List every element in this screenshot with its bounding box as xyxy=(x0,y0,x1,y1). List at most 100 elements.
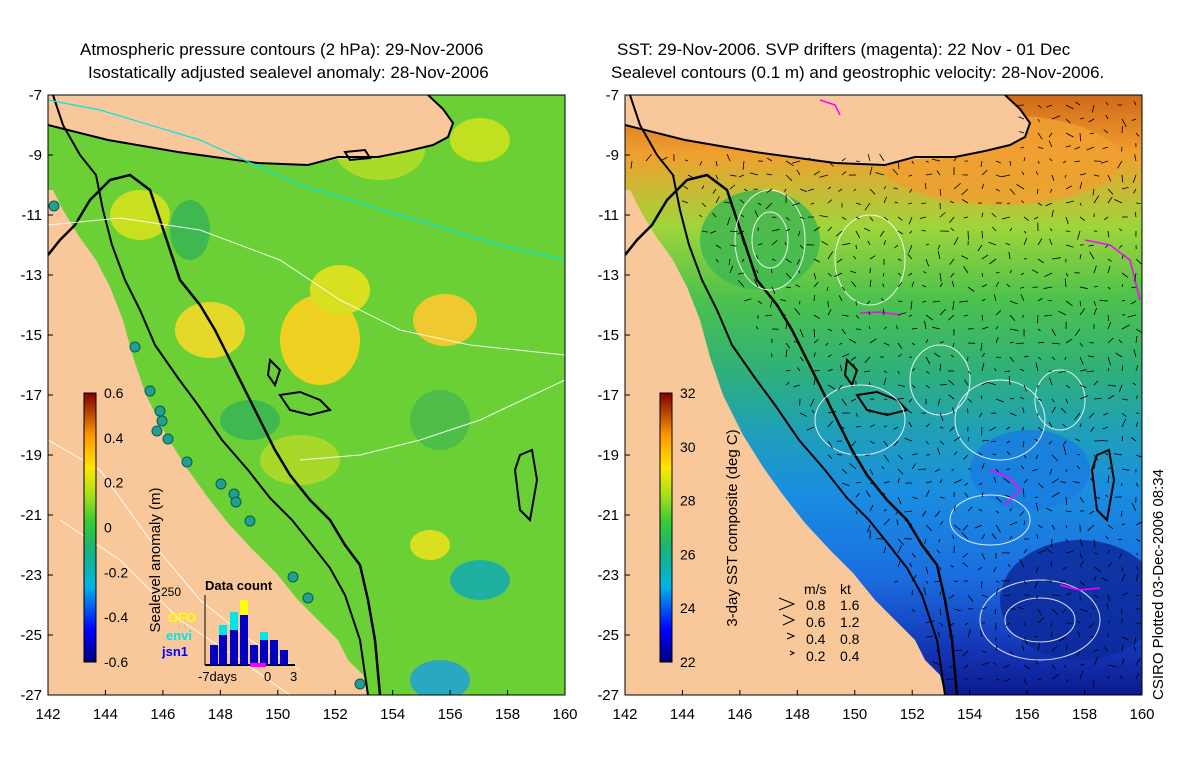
velocity-arrow xyxy=(1023,478,1029,484)
velocity-arrow xyxy=(1099,299,1109,302)
velocity-arrow xyxy=(834,272,843,277)
velocity-arrow xyxy=(769,300,773,308)
velocity-arrow xyxy=(729,184,736,190)
velocity-arrow xyxy=(855,481,861,484)
velocity-arrow xyxy=(1023,520,1026,526)
velocity-arrow xyxy=(1079,300,1082,307)
velocity-arrow xyxy=(939,440,945,445)
velocity-arrow xyxy=(937,447,941,456)
velocity-arrow xyxy=(925,489,930,498)
velocity-arrow xyxy=(992,226,997,232)
velocity-arrow xyxy=(1079,173,1086,176)
velocity-arrow xyxy=(849,338,857,344)
velocity-arrow xyxy=(995,174,1002,178)
tide-gauge-stations xyxy=(48,200,366,690)
velocity-arrow xyxy=(1089,132,1095,135)
velocity-arrow xyxy=(741,237,745,246)
velocity-arrow xyxy=(1062,440,1067,446)
velocity-arrow xyxy=(1102,146,1109,150)
velocity-arrow xyxy=(1037,482,1044,489)
velocity-arrow xyxy=(1079,132,1081,142)
velocity-arrow xyxy=(827,369,833,372)
velocity-arrow xyxy=(836,258,843,263)
velocity-arrow xyxy=(796,169,801,176)
velocity-arrow xyxy=(1050,561,1053,568)
colorbar-tick-label: 0.6 xyxy=(104,385,124,401)
velocity-arrow xyxy=(1044,314,1053,317)
velocity-arrow xyxy=(806,426,815,431)
velocity-arrow xyxy=(952,342,955,348)
inset-legend-envi: envi xyxy=(166,628,192,643)
velocity-arrow xyxy=(1121,436,1124,442)
velocity-arrow xyxy=(1023,157,1026,162)
lon-tick-label: 142 xyxy=(35,706,60,723)
velocity-arrow xyxy=(1131,286,1137,289)
speed-kt-3: 0.4 xyxy=(840,648,860,664)
velocity-arrow xyxy=(868,381,871,386)
velocity-arrow xyxy=(1135,521,1142,526)
left-title-line1: Atmospheric pressure contours (2 hPa): 2… xyxy=(80,40,484,59)
velocity-arrow xyxy=(737,272,745,275)
velocity-arrow xyxy=(1023,622,1026,626)
velocity-arrow xyxy=(799,188,808,193)
velocity-arrow xyxy=(827,420,834,428)
velocity-arrow xyxy=(1107,395,1115,400)
velocity-arrow xyxy=(953,479,963,484)
velocity-arrow xyxy=(962,552,969,558)
velocity-arrow xyxy=(897,538,905,546)
inset-xlabel-end: 3 xyxy=(290,669,297,684)
velocity-arrow xyxy=(1121,412,1127,418)
speed-ms-2: 0.4 xyxy=(806,631,826,647)
velocity-arrow xyxy=(837,384,843,391)
velocity-arrow xyxy=(709,230,717,234)
colorbar-tick-label: 24 xyxy=(680,600,696,616)
velocity-arrow xyxy=(1114,453,1123,456)
lon-tick-label: 148 xyxy=(208,706,233,723)
velocity-arrow xyxy=(911,327,918,330)
velocity-arrow xyxy=(1009,300,1018,305)
velocity-arrow xyxy=(883,240,886,246)
velocity-arrow xyxy=(1049,468,1053,475)
velocity-arrow xyxy=(1037,160,1040,164)
velocity-arrow xyxy=(841,286,846,291)
velocity-arrow xyxy=(950,354,955,358)
velocity-arrow xyxy=(907,253,913,260)
velocity-arrow xyxy=(1121,418,1127,428)
velocity-arrow xyxy=(1006,450,1011,456)
velocity-arrow xyxy=(1079,670,1084,680)
velocity-arrow xyxy=(1079,608,1088,613)
velocity-arrow xyxy=(1037,146,1044,149)
velocity-arrow xyxy=(989,258,997,265)
velocity-arrow xyxy=(729,230,738,233)
velocity-arrow xyxy=(1018,116,1025,120)
velocity-arrow xyxy=(1079,202,1082,206)
velocity-arrow xyxy=(994,368,997,372)
velocity-arrow xyxy=(1091,104,1095,113)
velocity-arrow xyxy=(1062,608,1067,614)
velocity-arrow xyxy=(864,202,871,211)
velocity-arrow xyxy=(1058,310,1067,316)
colorbar-tick-label: 26 xyxy=(680,546,696,562)
velocity-arrow xyxy=(1107,258,1112,262)
velocity-arrow xyxy=(952,300,955,310)
velocity-arrow xyxy=(869,424,875,428)
velocity-arrow xyxy=(797,367,801,372)
velocity-arrow xyxy=(967,594,974,603)
velocity-arrow xyxy=(841,157,846,162)
velocity-arrow xyxy=(937,632,941,638)
velocity-arrow xyxy=(938,538,941,543)
velocity-arrow xyxy=(1079,580,1085,586)
velocity-arrow xyxy=(1134,212,1137,218)
velocity-arrow xyxy=(742,160,745,170)
velocity-arrow xyxy=(1050,632,1053,638)
velocity-arrow xyxy=(630,160,633,169)
velocity-arrow xyxy=(925,384,930,389)
velocity-arrow xyxy=(953,505,956,512)
velocity-arrow xyxy=(851,281,857,288)
velocity-arrow xyxy=(851,440,857,447)
velocity-arrow xyxy=(1135,395,1139,400)
velocity-arrow xyxy=(935,650,941,652)
velocity-arrow xyxy=(715,160,718,167)
velocity-arrow xyxy=(1105,114,1109,120)
velocity-arrow xyxy=(948,594,955,599)
